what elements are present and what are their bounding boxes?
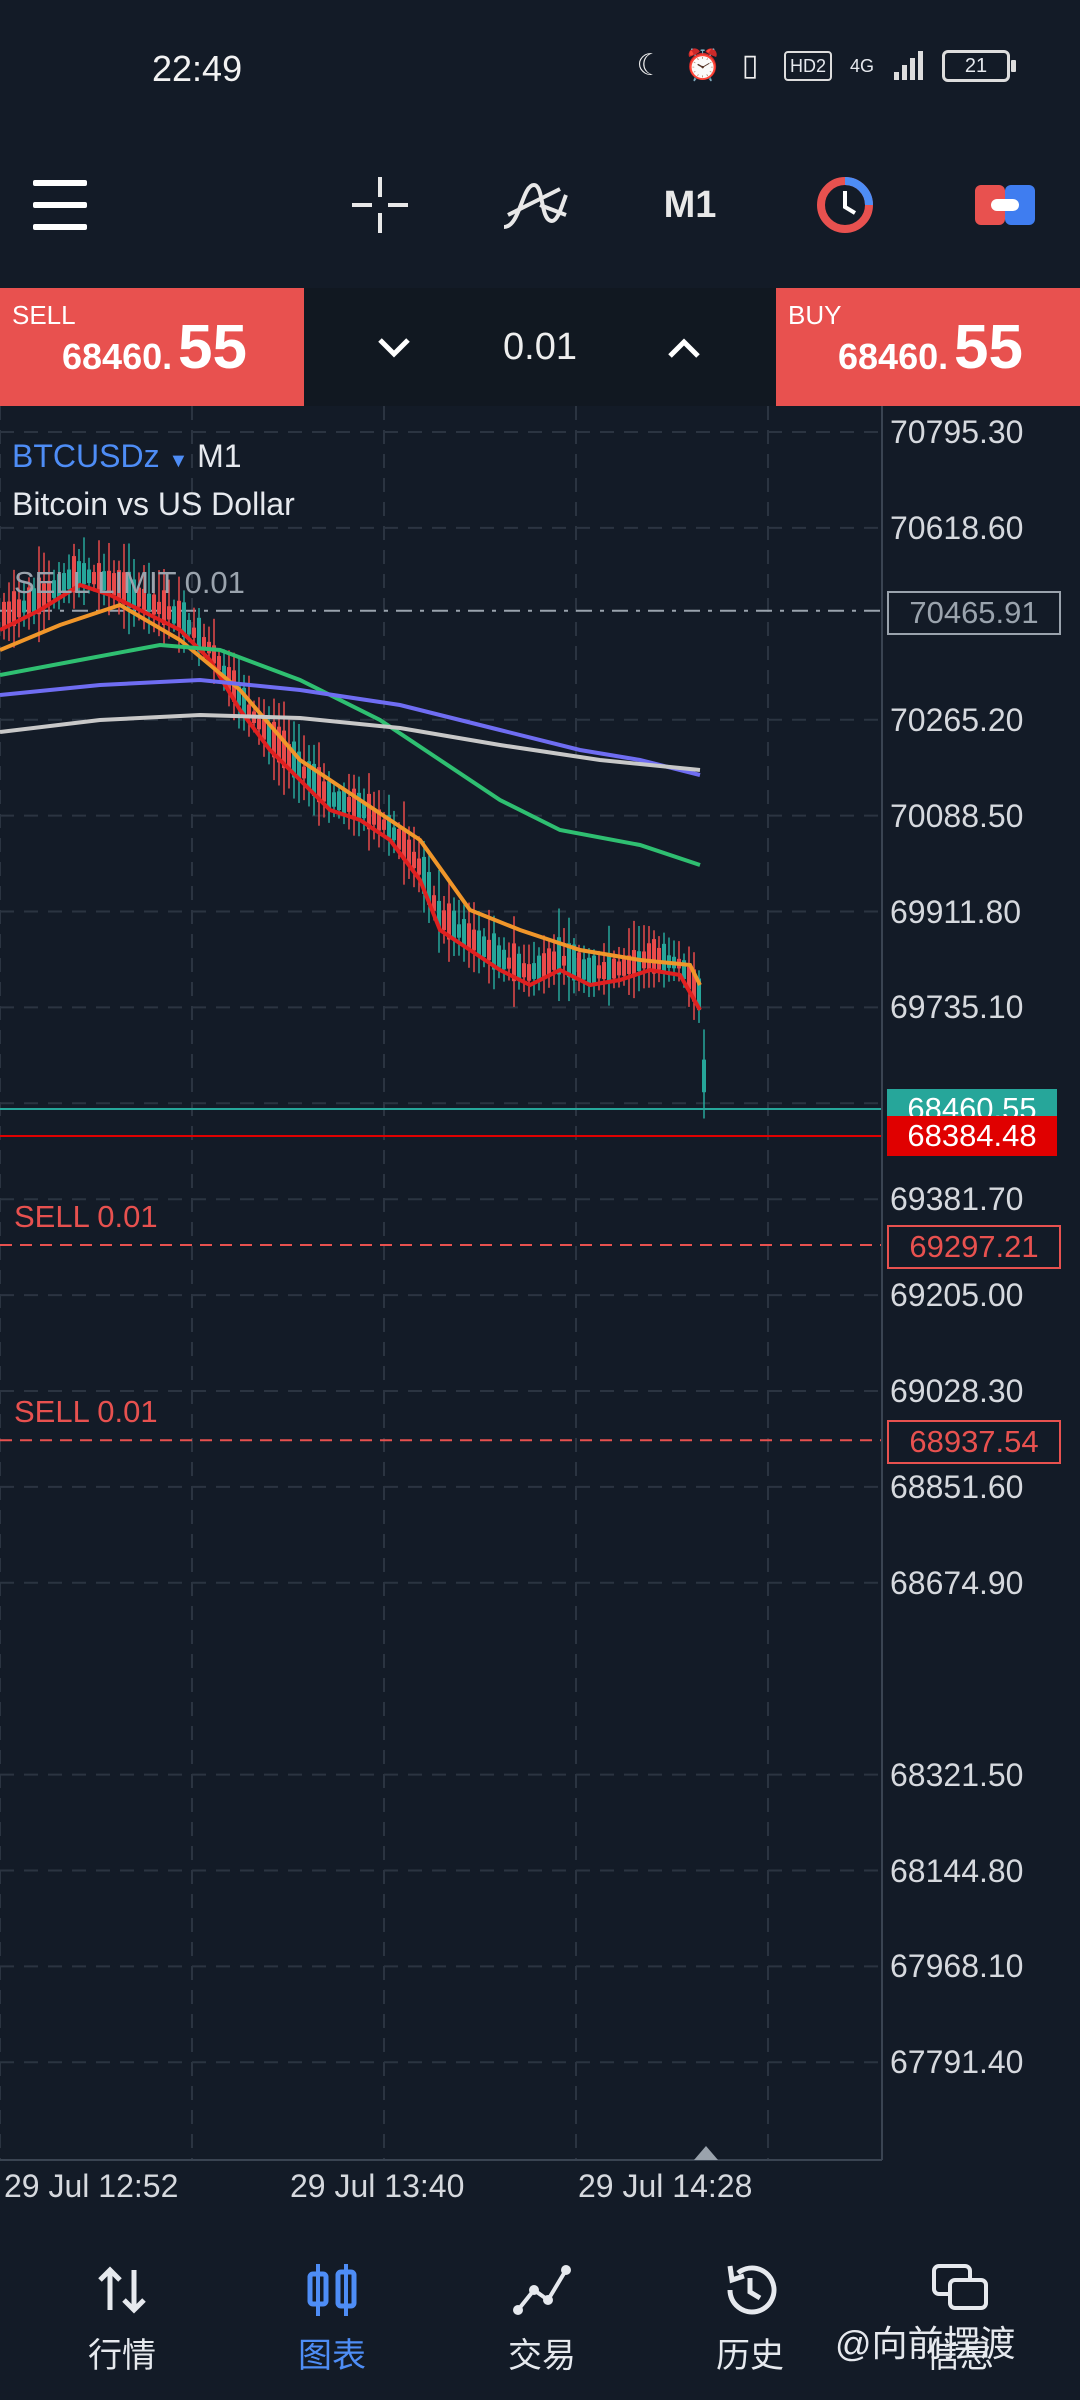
price-axis-label: 68321.50 [890, 1756, 1024, 1793]
ask-price-tag: 68384.48 [887, 1116, 1057, 1156]
one-click-trade-bar: SELL 68460. 55 0.01 BUY 68460. 55 [0, 288, 1080, 406]
sell-label: SELL [12, 300, 76, 330]
alarm-icon: ⏰ [683, 49, 722, 82]
candles-icon [307, 2264, 357, 2316]
crosshair-button[interactable] [340, 150, 420, 260]
watermark: @向前摆渡 [835, 2323, 1016, 2364]
status-bar: 22:49 ☾ ⏰ ▯ HD2 4G 21 [0, 0, 1080, 140]
nav-quotes-label: 行情 [88, 2337, 156, 2375]
volume-control: 0.01 [304, 288, 776, 406]
sell-button[interactable]: SELL 68460. 55 [0, 288, 304, 406]
nav-quotes[interactable]: 行情 [42, 2230, 202, 2400]
clock-icon [817, 177, 873, 233]
trade-panel-toggle-button[interactable] [965, 150, 1045, 260]
toggle-icon [975, 185, 1035, 225]
buy-label: BUY [788, 300, 842, 330]
time-axis-label: 29 Jul 14:28 [578, 2168, 753, 2204]
price-axis-label: 67791.40 [890, 2044, 1024, 2081]
nav-trade-label: 交易 [508, 2337, 576, 2375]
price-axis-label: 70618.60 [890, 509, 1024, 546]
price-axis-label: 70265.20 [890, 701, 1024, 738]
nav-messages-label: 信息 [926, 2337, 994, 2375]
buy-button[interactable]: BUY 68460. 55 [776, 288, 1080, 406]
scroll-marker-icon[interactable] [694, 2146, 718, 2160]
chart-toolbar: M1 [0, 150, 1080, 260]
chat-icon [932, 2264, 988, 2310]
signal-icon [892, 50, 924, 82]
price-axis-label: 68144.80 [890, 1852, 1024, 1889]
price-axis-label: 69205.00 [890, 1277, 1024, 1314]
price-axis-label: 69028.30 [890, 1373, 1024, 1409]
symbol-description: Bitcoin vs US Dollar [12, 486, 295, 522]
indicator-icon [503, 182, 568, 229]
moon-icon: ☾ [636, 49, 664, 82]
price-axis-label: 68851.60 [890, 1468, 1024, 1505]
sell-price-pips: 55 [178, 313, 247, 382]
bottom-navigation: 行情 图表 交易 历史 信息 [0, 2230, 1080, 2400]
symbol-timeframe: M1 [197, 438, 242, 474]
nav-messages[interactable]: 信息 [880, 2230, 1040, 2400]
nav-history[interactable]: 历史 [670, 2230, 830, 2400]
nav-history-label: 历史 [716, 2337, 784, 2375]
price-axis-label: 69735.10 [890, 989, 1024, 1026]
dropdown-triangle-icon: ▼ [168, 450, 189, 472]
price-axis-label: 70088.50 [890, 797, 1024, 834]
trade-chart-icon [513, 2265, 571, 2315]
order-line-label[interactable]: SELL 0.01 [14, 1199, 158, 1235]
price-chart[interactable] [0, 406, 1080, 2200]
battery-icon: 21 [942, 50, 1016, 82]
order-price-tag: 70465.91 [887, 590, 1061, 635]
chevron-up-icon[interactable] [654, 318, 714, 378]
chart-canvas[interactable] [0, 406, 1080, 2200]
time-axis-label: 29 Jul 13:40 [290, 2168, 465, 2204]
time-axis-label: 29 Jul 12:52 [4, 2168, 179, 2204]
order-line-label[interactable]: SELL 0.01 [14, 1394, 158, 1430]
nav-chart-label: 图表 [298, 2337, 366, 2375]
menu-icon [33, 180, 87, 186]
status-clock: 22:49 [152, 48, 243, 89]
price-axis-label: 70795.30 [890, 414, 1024, 450]
crosshair-icon [352, 177, 408, 233]
price-axis-label: 69381.70 [890, 1181, 1024, 1218]
order-price-tag: 69297.21 [887, 1225, 1061, 1270]
symbol-name: BTCUSDz [12, 438, 160, 474]
price-axis-label: 69911.80 [890, 893, 1022, 930]
indicators-button[interactable] [490, 150, 580, 260]
network-label: 4G [849, 55, 874, 76]
nav-chart[interactable]: 图表 [252, 2230, 412, 2400]
menu-button[interactable] [30, 150, 90, 260]
price-axis-label: 67968.10 [890, 1948, 1024, 1985]
buy-price-main: 68460. [838, 336, 949, 377]
order-price-tag: 68937.54 [887, 1420, 1061, 1465]
sell-price-main: 68460. [62, 336, 173, 377]
status-icons: ☾ ⏰ ▯ HD2 4G 21 [634, 49, 1016, 82]
chart-symbol[interactable]: BTCUSDz ▼ M1 [12, 438, 242, 475]
buy-price-pips: 55 [954, 313, 1023, 382]
one-click-trading-button[interactable] [805, 150, 885, 260]
price-axis-label: 68674.90 [890, 1564, 1024, 1601]
chevron-down-icon[interactable] [364, 318, 424, 378]
history-icon [727, 2265, 777, 2315]
order-line-label[interactable]: SELL LIMIT 0.01 [14, 564, 245, 600]
hd-icon: HD2 [783, 51, 832, 81]
arrows-updown-icon [98, 2266, 146, 2314]
nav-trade[interactable]: 交易 [462, 2230, 622, 2400]
timeframe-button[interactable]: M1 [663, 183, 717, 226]
vibrate-icon: ▯ [741, 49, 759, 82]
volume-value[interactable]: 0.01 [503, 326, 577, 368]
